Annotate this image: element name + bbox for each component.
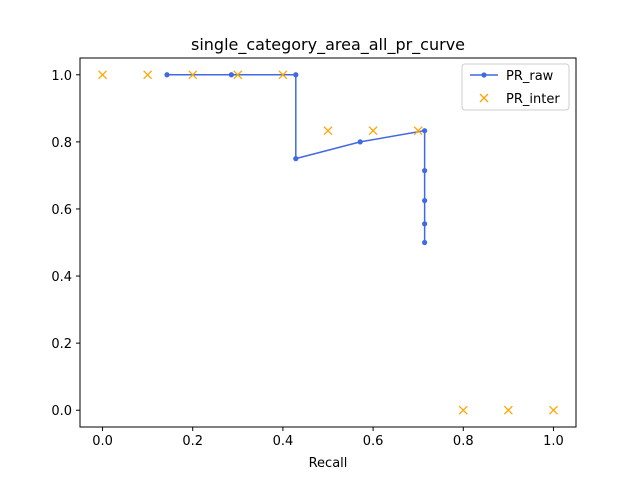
plot-area: 0.0 0.2 0.4 0.6 0.8 1.0 0.0 0.2 0.4 0.6 0.8 1.0	[51, 57, 577, 449]
data-point-pr-inter	[233, 70, 243, 80]
data-point-pr-raw	[422, 197, 428, 204]
legend-label-pr-inter: PR_inter	[506, 92, 560, 107]
x-tick-label: 1.0	[543, 434, 564, 449]
data-point-pr-raw	[293, 72, 299, 78]
x-tick-label: 0.8	[453, 434, 474, 449]
data-point-pr-raw	[422, 168, 428, 174]
x-marker-stroke	[458, 405, 468, 415]
x-tick-label: 0.4	[273, 434, 294, 449]
axes-frame	[79, 57, 577, 428]
data-point-pr-inter	[503, 405, 513, 415]
y-tick-label: 1.0	[51, 69, 72, 84]
data-point-pr-inter	[278, 70, 288, 80]
x-marker-stroke	[143, 70, 153, 80]
data-point-pr-inter	[323, 126, 333, 136]
data-point-pr-raw	[422, 239, 428, 246]
y-tick-label: 0.8	[51, 136, 72, 151]
data-point-pr-raw	[164, 72, 170, 78]
data-point-pr-inter	[98, 70, 108, 80]
series-line-pr-raw	[166, 74, 426, 243]
x-tick-label: 0.6	[363, 434, 384, 449]
x-marker-stroke	[503, 405, 513, 415]
y-tick-label: 0.2	[51, 337, 72, 352]
x-axis-label: Recall	[309, 456, 348, 471]
x-marker-stroke	[323, 126, 333, 136]
data-point-pr-inter	[368, 126, 378, 136]
y-tick-label: 0.4	[51, 270, 72, 285]
data-point-pr-inter	[548, 405, 558, 415]
x-marker-stroke	[548, 405, 558, 415]
x-tick-label: 0.2	[182, 434, 203, 449]
x-tick-label: 0.0	[92, 434, 113, 449]
data-point-pr-raw	[422, 128, 428, 134]
data-point-pr-inter	[458, 405, 468, 415]
x-marker-stroke	[368, 126, 378, 136]
data-point-pr-inter	[413, 126, 423, 136]
data-point-pr-raw	[293, 156, 299, 162]
data-point-pr-raw	[228, 72, 234, 78]
x-marker-stroke	[188, 70, 198, 80]
data-point-pr-raw	[357, 139, 363, 145]
x-marker-stroke	[413, 126, 423, 136]
x-marker-stroke	[233, 70, 243, 80]
chart-title: single_category_area_all_pr_curve	[191, 35, 465, 55]
data-point-pr-inter	[188, 70, 198, 80]
x-marker-stroke	[479, 93, 489, 103]
y-tick-label: 0.0	[51, 404, 72, 419]
data-point-pr-inter	[143, 70, 153, 80]
legend-label-pr-raw: PR_raw	[506, 69, 554, 84]
legend-marker-pr-inter	[479, 93, 489, 103]
legend-marker-pr-raw	[481, 72, 487, 78]
x-marker-stroke	[278, 70, 288, 80]
x-marker-stroke	[98, 70, 108, 80]
data-point-pr-raw	[422, 221, 428, 227]
legend: PR_raw PR_inter	[461, 63, 570, 111]
y-tick-label: 0.6	[51, 203, 72, 218]
